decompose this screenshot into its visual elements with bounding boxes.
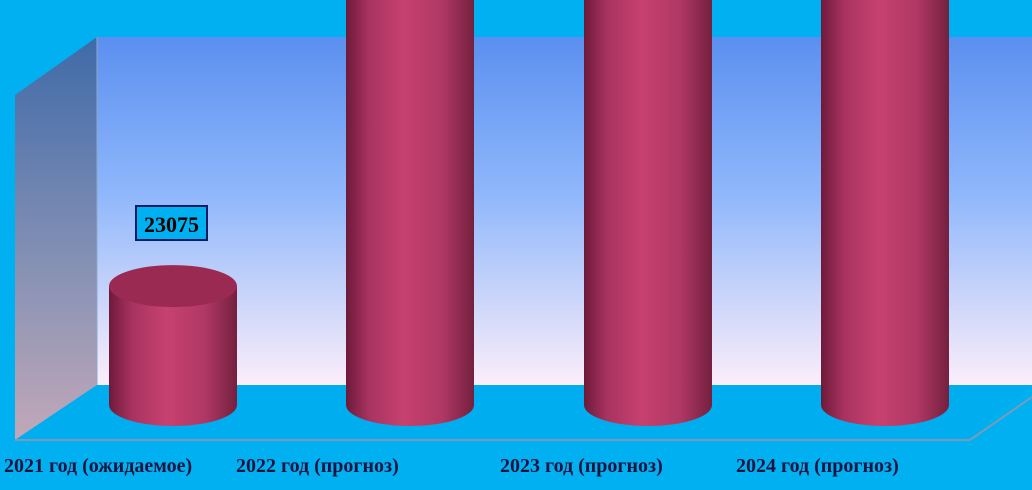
- bar-body: [821, 0, 949, 426]
- floor: [15, 385, 1032, 440]
- x-tick-label: 2022 год (прогноз): [236, 455, 399, 477]
- bar-body: [584, 0, 712, 426]
- x-tick-label: 2023 год (прогноз): [500, 455, 663, 477]
- bar-4: [821, 0, 949, 426]
- bars-layer: [109, 0, 949, 426]
- x-tick-label: 2021 год (ожидаемое): [4, 455, 193, 477]
- bar-top: [109, 265, 237, 308]
- bar-body: [109, 286, 237, 426]
- data-label: 23075: [135, 205, 208, 242]
- bar-body: [346, 0, 474, 426]
- bar-3: [584, 0, 712, 426]
- floor-side-edge: [969, 396, 1032, 441]
- bar-2: [346, 0, 474, 426]
- bar-1: [109, 265, 237, 426]
- side-wall: [15, 37, 97, 440]
- back-wall: [97, 37, 1032, 385]
- x-tick-label: 2024 год (прогноз): [736, 455, 899, 477]
